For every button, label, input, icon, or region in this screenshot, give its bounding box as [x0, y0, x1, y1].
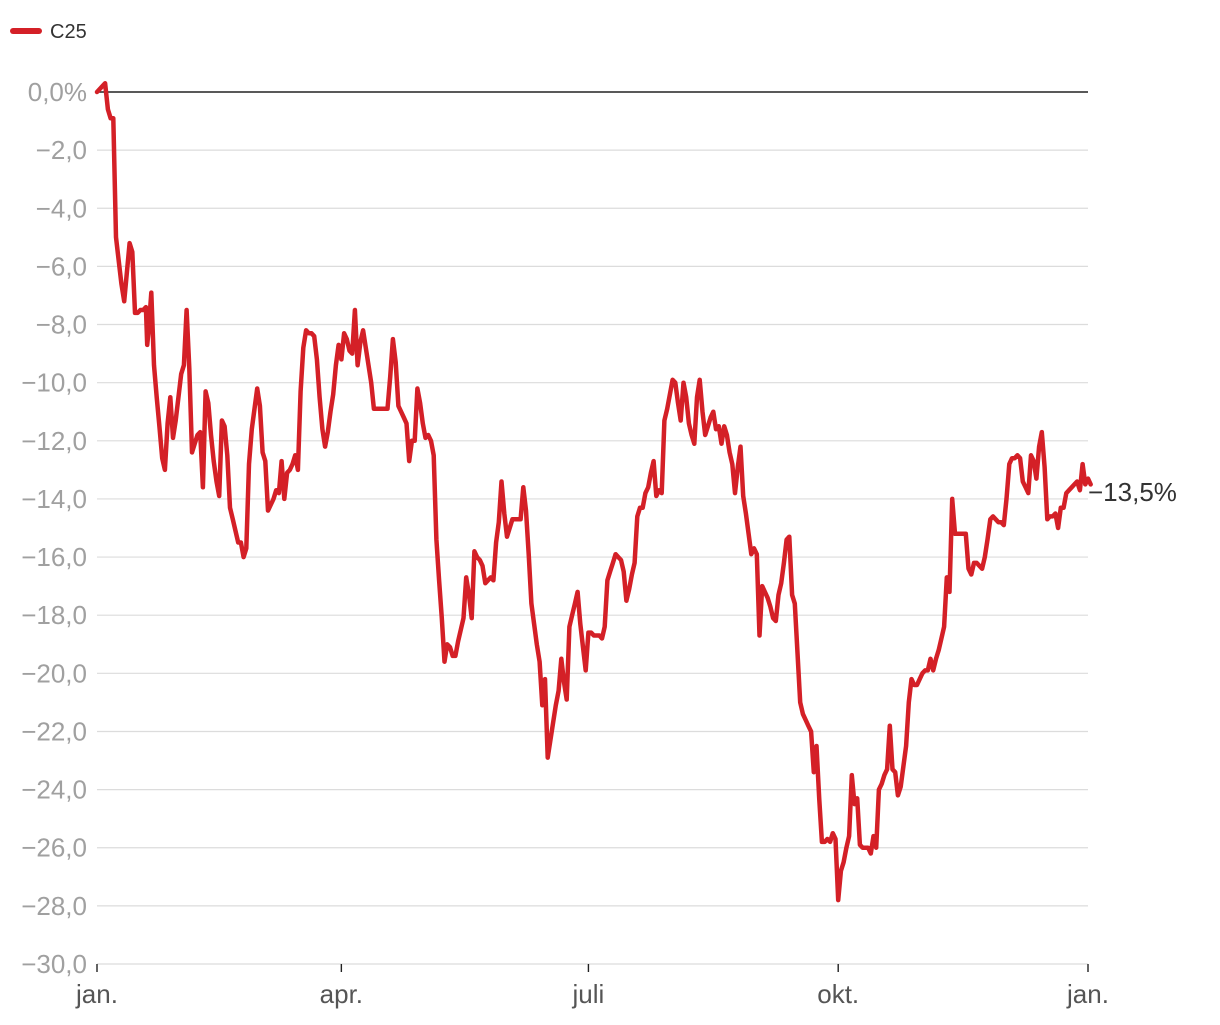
series-group [94, 81, 1093, 903]
legend-swatch-c25 [10, 28, 42, 34]
x-axis-ticks: jan. apr. juli okt. jan. [75, 964, 1109, 1009]
y-tick-label: −24,0 [21, 775, 87, 805]
y-tick-label: −20,0 [21, 658, 87, 688]
end-value-label: −13,5% [1088, 477, 1177, 507]
grid-lines [97, 91, 1088, 965]
legend: C25 [10, 21, 87, 43]
y-tick-label: −2,0 [36, 135, 87, 165]
x-tick-label: juli [572, 979, 605, 1009]
series-line-c25 [94, 81, 1093, 903]
legend-label-c25: C25 [50, 21, 87, 43]
y-tick-label: −26,0 [21, 833, 87, 863]
y-tick-label: −4,0 [36, 193, 87, 223]
y-tick-label: −18,0 [21, 600, 87, 630]
y-tick-label: −28,0 [21, 891, 87, 921]
y-tick-label: −6,0 [36, 251, 87, 281]
y-axis-ticks: 0,0% −2,0 −4,0 −6,0 −8,0 −10,0 −12,0 −14,0 −16,0… [21, 77, 87, 979]
y-tick-label: 0,0% [28, 77, 87, 107]
y-tick-label: −30,0 [21, 949, 87, 979]
y-tick-label: −10,0 [21, 368, 87, 398]
x-tick-label: apr. [320, 979, 363, 1009]
y-tick-label: −14,0 [21, 484, 87, 514]
x-tick-label: okt. [817, 979, 859, 1009]
y-tick-label: −8,0 [36, 310, 87, 340]
y-tick-label: −22,0 [21, 716, 87, 746]
x-tick-label: jan. [1066, 979, 1109, 1009]
y-tick-label: −16,0 [21, 542, 87, 572]
y-tick-label: −12,0 [21, 426, 87, 456]
x-tick-label: jan. [75, 979, 118, 1009]
